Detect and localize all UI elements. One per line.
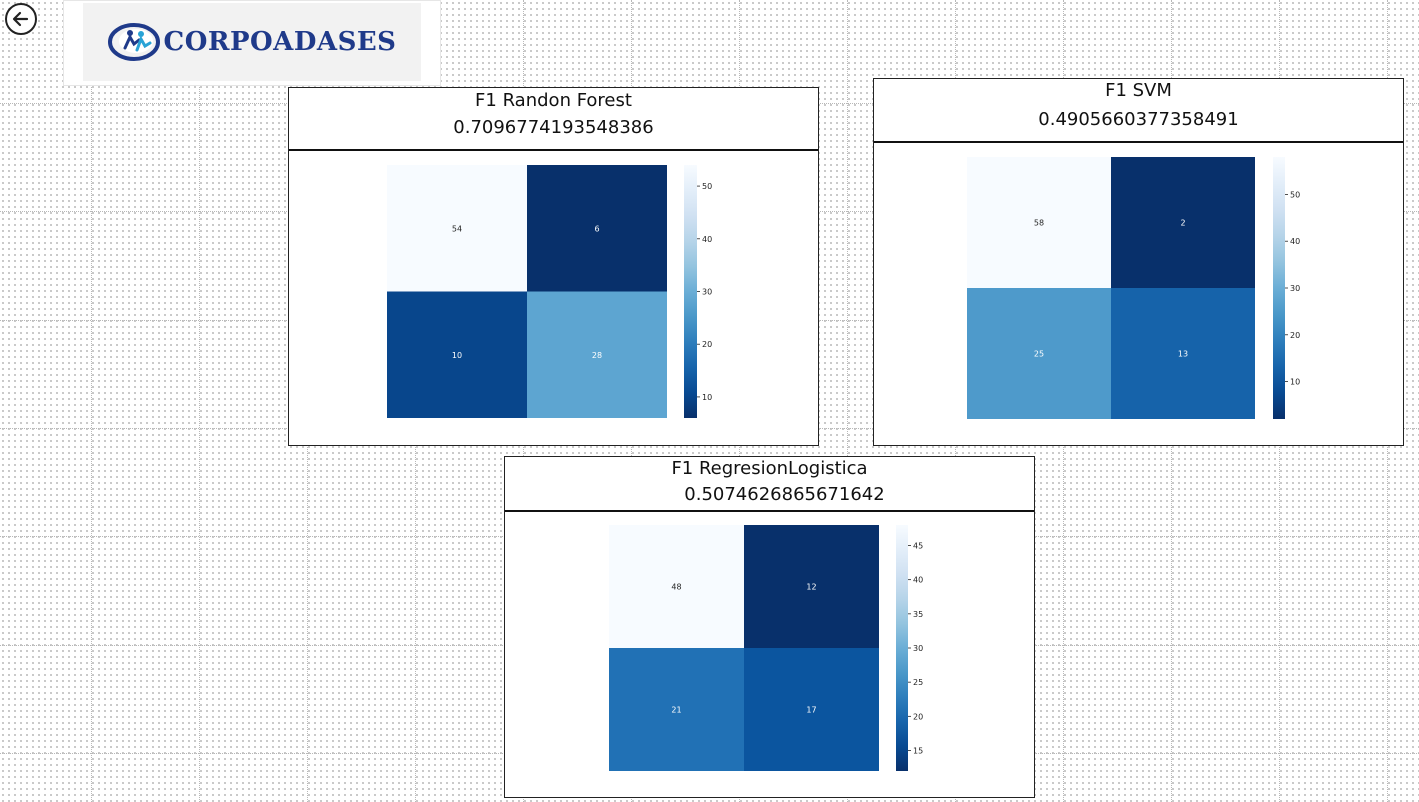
- people-circle-logo-icon: [107, 23, 160, 61]
- panel-title: F1 SVM: [1105, 80, 1172, 101]
- panel-title: F1 RegresionLogistica: [671, 458, 868, 479]
- heatmap-cell: [527, 291, 667, 418]
- f1-score: 0.4905660377358491: [1038, 109, 1239, 130]
- grid-line: [91, 0, 92, 802]
- colorbar: [1273, 157, 1285, 419]
- arrow-left-icon: [12, 11, 29, 27]
- colorbar: [896, 525, 908, 771]
- back-button[interactable]: [5, 3, 37, 35]
- colorbar-tick-label: 40: [1290, 237, 1300, 246]
- colorbar-tick-label: 40: [913, 576, 923, 585]
- heatmap-cell: [967, 288, 1111, 419]
- heatmap-cell: [527, 165, 667, 292]
- colorbar-tick-label: 50: [1290, 190, 1300, 199]
- colorbar-tick-label: 15: [913, 747, 923, 756]
- f1-score: 0.7096774193548386: [453, 117, 654, 138]
- cell-value: 6: [594, 224, 599, 233]
- colorbar: [684, 165, 697, 418]
- colorbar-tick-label: 25: [913, 678, 923, 687]
- logo-text: CORPOADASES: [163, 27, 397, 57]
- logo: CORPOADASES: [83, 3, 421, 81]
- cell-value: 25: [1034, 350, 1044, 359]
- colorbar-tick-label: 30: [913, 644, 923, 653]
- colorbar-tick-label: 45: [913, 542, 923, 551]
- colorbar-tick-label: 20: [702, 340, 712, 349]
- panel-title: F1 Randon Forest: [475, 90, 632, 111]
- colorbar-tick-label: 20: [1290, 331, 1300, 340]
- heatmap-cell: [1111, 288, 1255, 419]
- cell-value: 48: [671, 583, 681, 592]
- heatmap-cell: [387, 165, 527, 292]
- panel-svm[interactable]: F1 SVM 0.4905660377358491 58 2 25 13 50 40 30 2…: [873, 78, 1404, 446]
- panel-header: F1 RegresionLogistica 0.5074626865671642: [505, 457, 1034, 512]
- heatmap-cell: [967, 157, 1111, 288]
- panel-header: F1 SVM 0.4905660377358491: [874, 79, 1403, 143]
- heatmap-cell: [744, 648, 879, 771]
- confusion-matrix-chart: 54 6 10 28 50 40 30 20 10: [387, 165, 712, 418]
- cell-value: 28: [592, 351, 602, 360]
- confusion-matrix-chart: 58 2 25 13 50 40 30 20 10: [967, 157, 1300, 419]
- panel-random-forest[interactable]: F1 Randon Forest 0.7096774193548386 54 6 1…: [288, 87, 819, 446]
- f1-score: 0.5074626865671642: [684, 484, 885, 505]
- grid-line: [847, 0, 848, 802]
- heatmap-cell: [609, 648, 744, 771]
- confusion-matrix-chart: 48 12 21 17 45 40 35 30 25 20 15: [609, 525, 923, 771]
- cell-value: 58: [1034, 219, 1044, 228]
- cell-value: 2: [1180, 219, 1185, 228]
- colorbar-tick-label: 10: [1290, 378, 1300, 387]
- heatmap-cell: [387, 291, 527, 418]
- cell-value: 54: [452, 224, 462, 233]
- heatmap-cell: [1111, 157, 1255, 288]
- logo-card: CORPOADASES: [63, 0, 441, 86]
- colorbar-tick-label: 30: [702, 288, 712, 297]
- colorbar-tick-label: 30: [1290, 284, 1300, 293]
- panel-logistic-regression[interactable]: F1 RegresionLogistica 0.5074626865671642…: [504, 456, 1035, 798]
- cell-value: 17: [806, 706, 816, 715]
- heatmap-cell: [744, 525, 879, 648]
- cell-value: 12: [806, 583, 816, 592]
- cell-value: 13: [1178, 350, 1188, 359]
- colorbar-tick-label: 50: [702, 182, 712, 191]
- colorbar-tick-label: 20: [913, 712, 923, 721]
- grid-line: [199, 0, 200, 802]
- colorbar-tick-label: 35: [913, 610, 923, 619]
- panel-header: F1 Randon Forest 0.7096774193548386: [289, 88, 818, 151]
- colorbar-tick-label: 40: [702, 235, 712, 244]
- heatmap-cell: [609, 525, 744, 648]
- cell-value: 21: [671, 706, 681, 715]
- colorbar-tick-label: 10: [702, 393, 712, 402]
- cell-value: 10: [452, 351, 462, 360]
